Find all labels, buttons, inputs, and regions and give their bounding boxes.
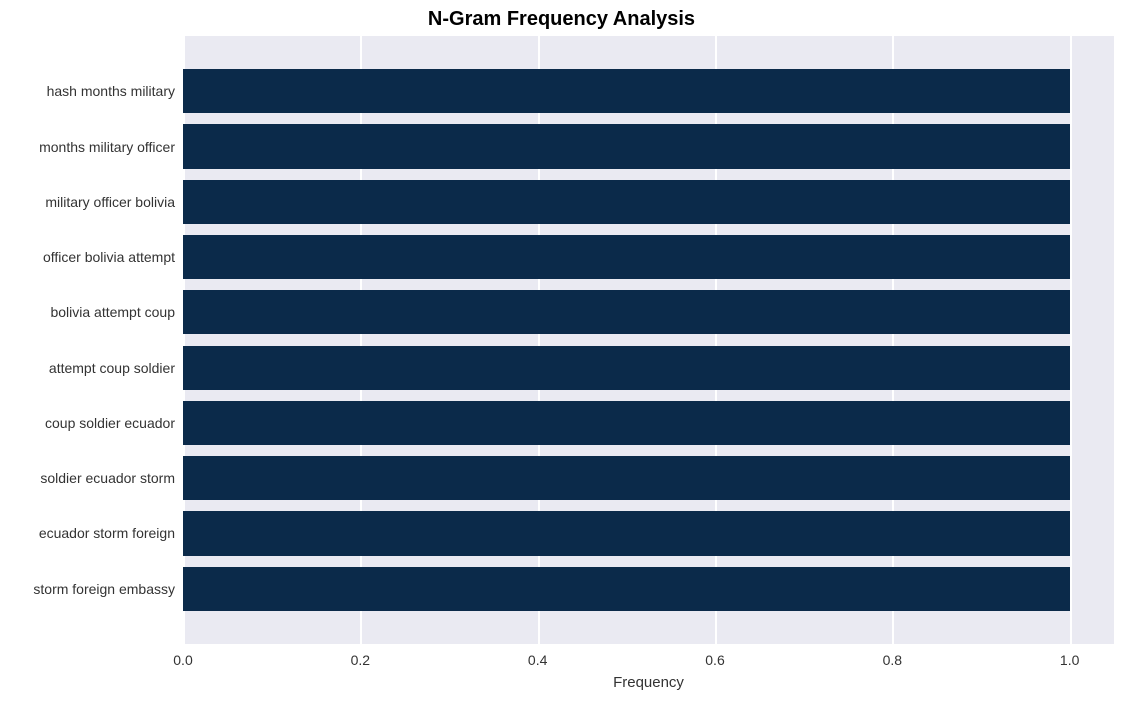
- bar-slot: attempt coup soldier: [183, 340, 1114, 395]
- y-tick-label: storm foreign embassy: [33, 581, 183, 597]
- bar-slot: ecuador storm foreign: [183, 506, 1114, 561]
- y-tick-label: bolivia attempt coup: [50, 304, 183, 320]
- bar: [183, 290, 1070, 334]
- x-tick-label: 0.2: [351, 644, 370, 668]
- bar-slot: storm foreign embassy: [183, 561, 1114, 616]
- bar: [183, 346, 1070, 390]
- x-tick-label: 0.6: [705, 644, 724, 668]
- bar-slot: months military officer: [183, 119, 1114, 174]
- bar-slot: hash months military: [183, 64, 1114, 119]
- chart-title: N-Gram Frequency Analysis: [0, 8, 1123, 31]
- x-tick-label: 0.0: [173, 644, 192, 668]
- y-tick-label: months military officer: [39, 139, 183, 155]
- bar: [183, 567, 1070, 611]
- bar-slot: soldier ecuador storm: [183, 451, 1114, 506]
- bar: [183, 456, 1070, 500]
- x-tick-label: 0.8: [883, 644, 902, 668]
- x-axis-label: Frequency: [613, 644, 684, 691]
- plot-area: 0.00.20.40.60.81.0hash months militarymo…: [183, 36, 1114, 644]
- bar-slot: bolivia attempt coup: [183, 285, 1114, 340]
- y-tick-label: coup soldier ecuador: [45, 415, 183, 431]
- y-tick-label: ecuador storm foreign: [39, 525, 183, 541]
- bar: [183, 511, 1070, 555]
- x-tick-label: 0.4: [528, 644, 547, 668]
- bar: [183, 69, 1070, 113]
- x-tick-label: 1.0: [1060, 644, 1079, 668]
- bar: [183, 401, 1070, 445]
- bar-slot: officer bolivia attempt: [183, 229, 1114, 284]
- y-tick-label: soldier ecuador storm: [40, 470, 183, 486]
- bar: [183, 180, 1070, 224]
- bar-slot: military officer bolivia: [183, 174, 1114, 229]
- bar: [183, 124, 1070, 168]
- y-tick-label: military officer bolivia: [45, 194, 183, 210]
- bar: [183, 235, 1070, 279]
- ngram-frequency-chart: N-Gram Frequency Analysis 0.00.20.40.60.…: [0, 0, 1123, 701]
- y-tick-label: attempt coup soldier: [49, 360, 183, 376]
- bar-slot: coup soldier ecuador: [183, 395, 1114, 450]
- y-tick-label: officer bolivia attempt: [43, 249, 183, 265]
- y-tick-label: hash months military: [47, 83, 183, 99]
